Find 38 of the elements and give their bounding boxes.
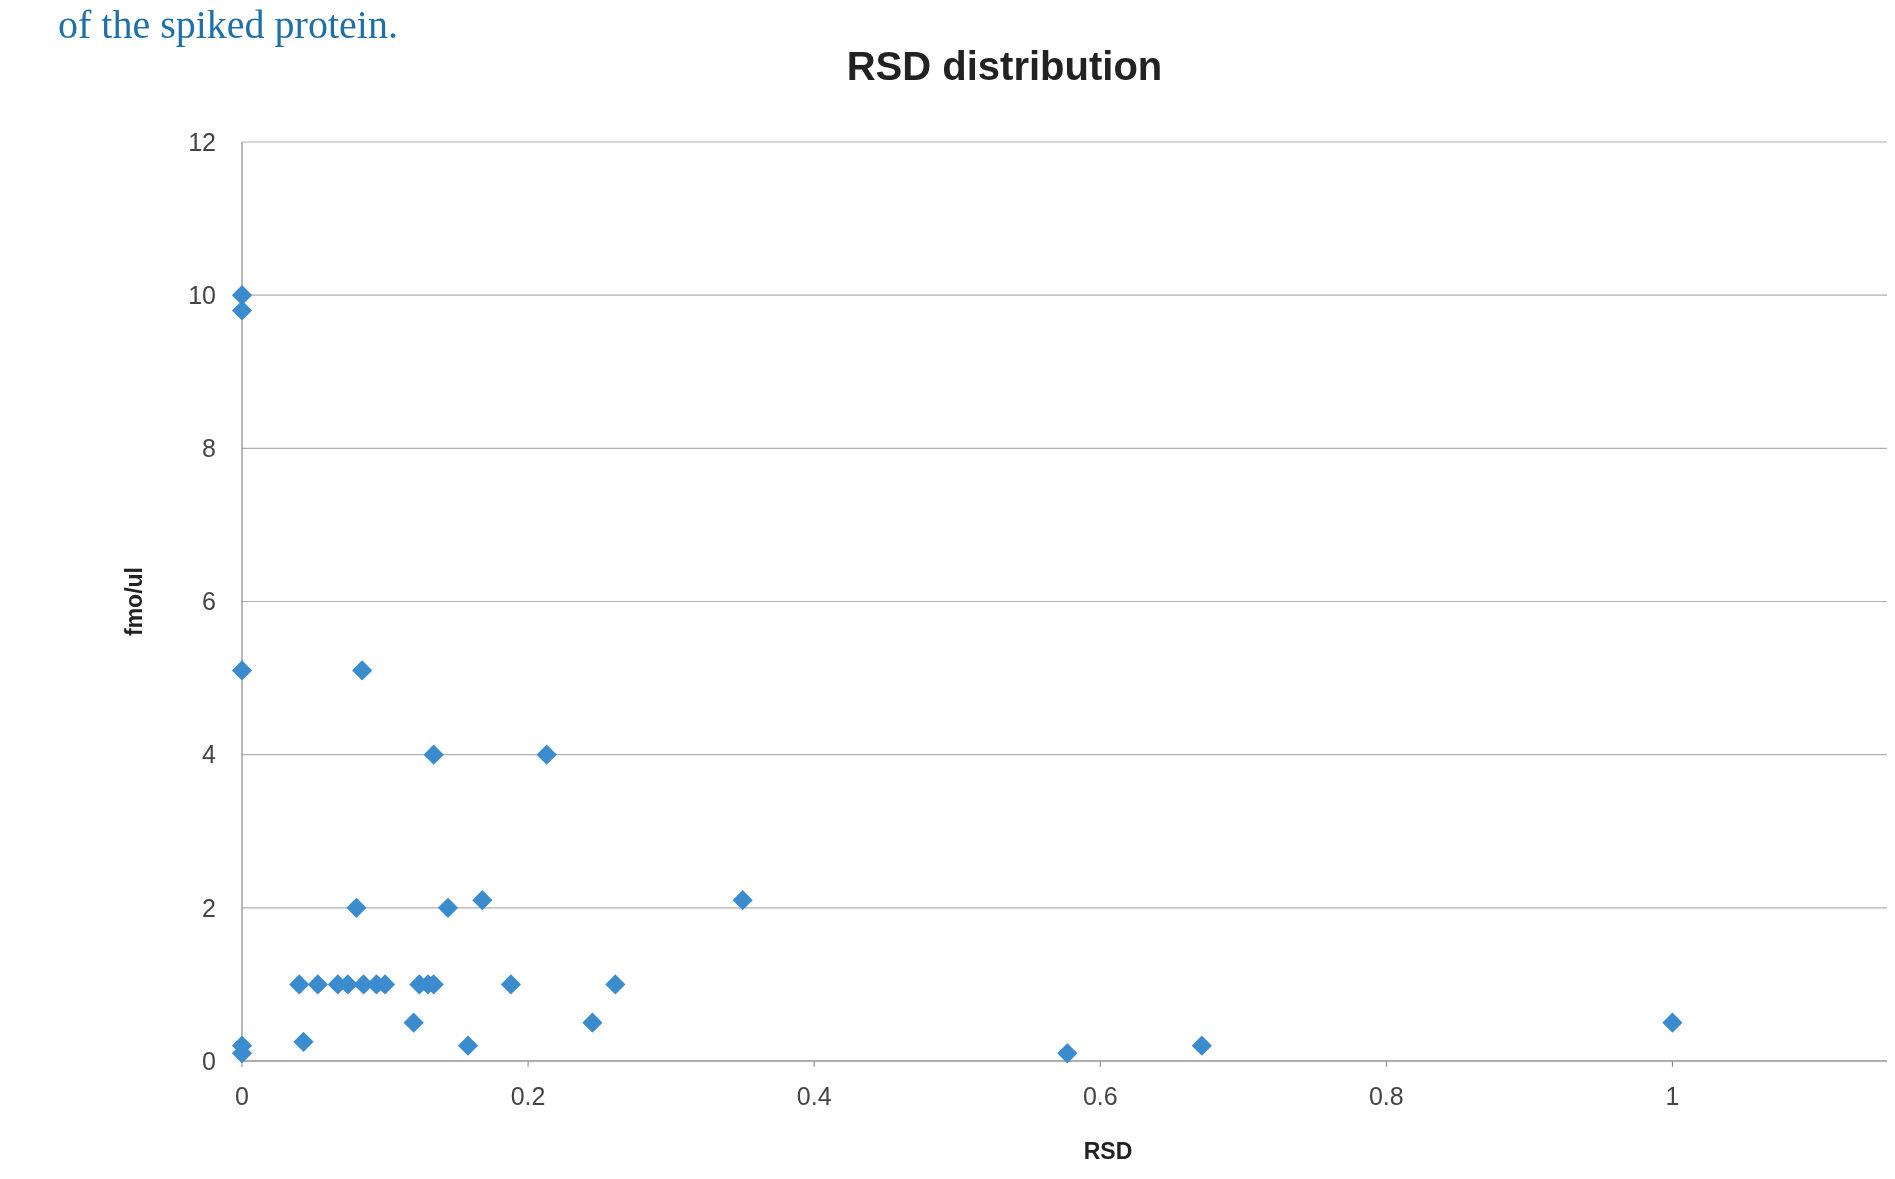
y-tick-label: 6 <box>202 587 216 616</box>
x-tick-label: 1 <box>1665 1082 1680 1110</box>
point <box>457 1035 479 1056</box>
x-tick-label: 0 <box>235 1082 249 1110</box>
point <box>605 974 626 995</box>
point <box>732 890 753 911</box>
point <box>472 890 493 911</box>
point <box>231 300 253 321</box>
point <box>231 285 253 306</box>
x-axis-title: RSD <box>1083 1138 1133 1164</box>
y-tick-label: 8 <box>202 434 216 463</box>
y-axis-title: fmo/ul <box>121 567 147 636</box>
point <box>423 744 444 765</box>
point <box>231 660 253 681</box>
text: of the spiked protein. <box>58 2 398 47</box>
point <box>500 974 522 995</box>
y-tick-label: 2 <box>202 893 216 922</box>
point <box>289 974 310 995</box>
x-tick-label: 0.6 <box>1082 1082 1118 1110</box>
point <box>1662 1012 1683 1033</box>
point <box>1191 1035 1212 1056</box>
y-tick-label: 12 <box>188 127 216 156</box>
y-tick-label: 10 <box>188 280 216 309</box>
x-tick-label: 0.4 <box>796 1082 832 1110</box>
point <box>437 897 459 918</box>
point <box>1057 1043 1078 1064</box>
point <box>346 897 367 918</box>
x-tick-label: 0.2 <box>510 1082 546 1110</box>
y-tick-label: 4 <box>202 740 217 769</box>
point <box>582 1012 603 1033</box>
x-tick-label: 0.8 <box>1368 1082 1404 1110</box>
point <box>536 744 557 765</box>
point <box>293 1031 314 1052</box>
y-tick-label: 0 <box>202 1046 216 1075</box>
chart-title: RSD distribution <box>846 44 1163 88</box>
point <box>403 1012 424 1033</box>
point <box>307 974 328 995</box>
point <box>352 660 373 681</box>
